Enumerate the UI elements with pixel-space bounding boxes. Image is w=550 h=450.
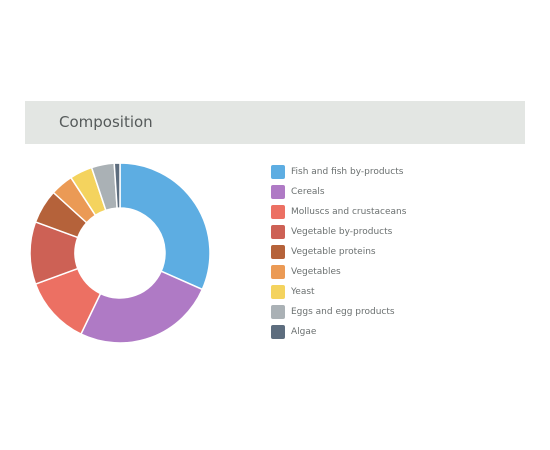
donut-slice-fish-and-fish-by-products[interactable] <box>119 162 211 291</box>
legend-item-algae[interactable]: Algae <box>271 322 406 342</box>
legend-swatch <box>271 285 285 299</box>
legend-label: Vegetables <box>291 267 341 277</box>
legend-swatch <box>271 205 285 219</box>
legend-label: Eggs and egg products <box>291 307 395 317</box>
composition-donut-chart <box>29 162 211 344</box>
legend-swatch <box>271 245 285 259</box>
legend-label: Fish and fish by-products <box>291 167 404 177</box>
chart-legend: Fish and fish by-products Cereals Molluscs… <box>271 162 406 342</box>
legend-swatch <box>271 225 285 239</box>
legend-item-yeast[interactable]: Yeast <box>271 282 406 302</box>
legend-item-eggs-and-egg-products[interactable]: Eggs and egg products <box>271 302 406 322</box>
donut-slice-algae[interactable] <box>113 162 121 209</box>
legend-label: Yeast <box>291 287 315 297</box>
donut-slice-cereals[interactable] <box>79 270 204 344</box>
legend-item-vegetable-by-products[interactable]: Vegetable by-products <box>271 222 406 242</box>
legend-label: Vegetable proteins <box>291 247 376 257</box>
legend-label: Molluscs and crustaceans <box>291 207 407 217</box>
legend-item-vegetables[interactable]: Vegetables <box>271 262 406 282</box>
legend-swatch <box>271 325 285 339</box>
legend-item-vegetable-proteins[interactable]: Vegetable proteins <box>271 242 406 262</box>
panel-title: Composition <box>59 113 153 131</box>
legend-label: Algae <box>291 327 317 337</box>
legend-item-molluscs-and-crustaceans[interactable]: Molluscs and crustaceans <box>271 202 406 222</box>
legend-swatch <box>271 305 285 319</box>
legend-swatch <box>271 265 285 279</box>
legend-label: Vegetable by-products <box>291 227 393 237</box>
composition-header: Composition <box>25 101 525 144</box>
legend-item-fish-and-fish-by-products[interactable]: Fish and fish by-products <box>271 162 406 182</box>
legend-item-cereals[interactable]: Cereals <box>271 182 406 202</box>
legend-label: Cereals <box>291 187 325 197</box>
legend-swatch <box>271 185 285 199</box>
legend-swatch <box>271 165 285 179</box>
